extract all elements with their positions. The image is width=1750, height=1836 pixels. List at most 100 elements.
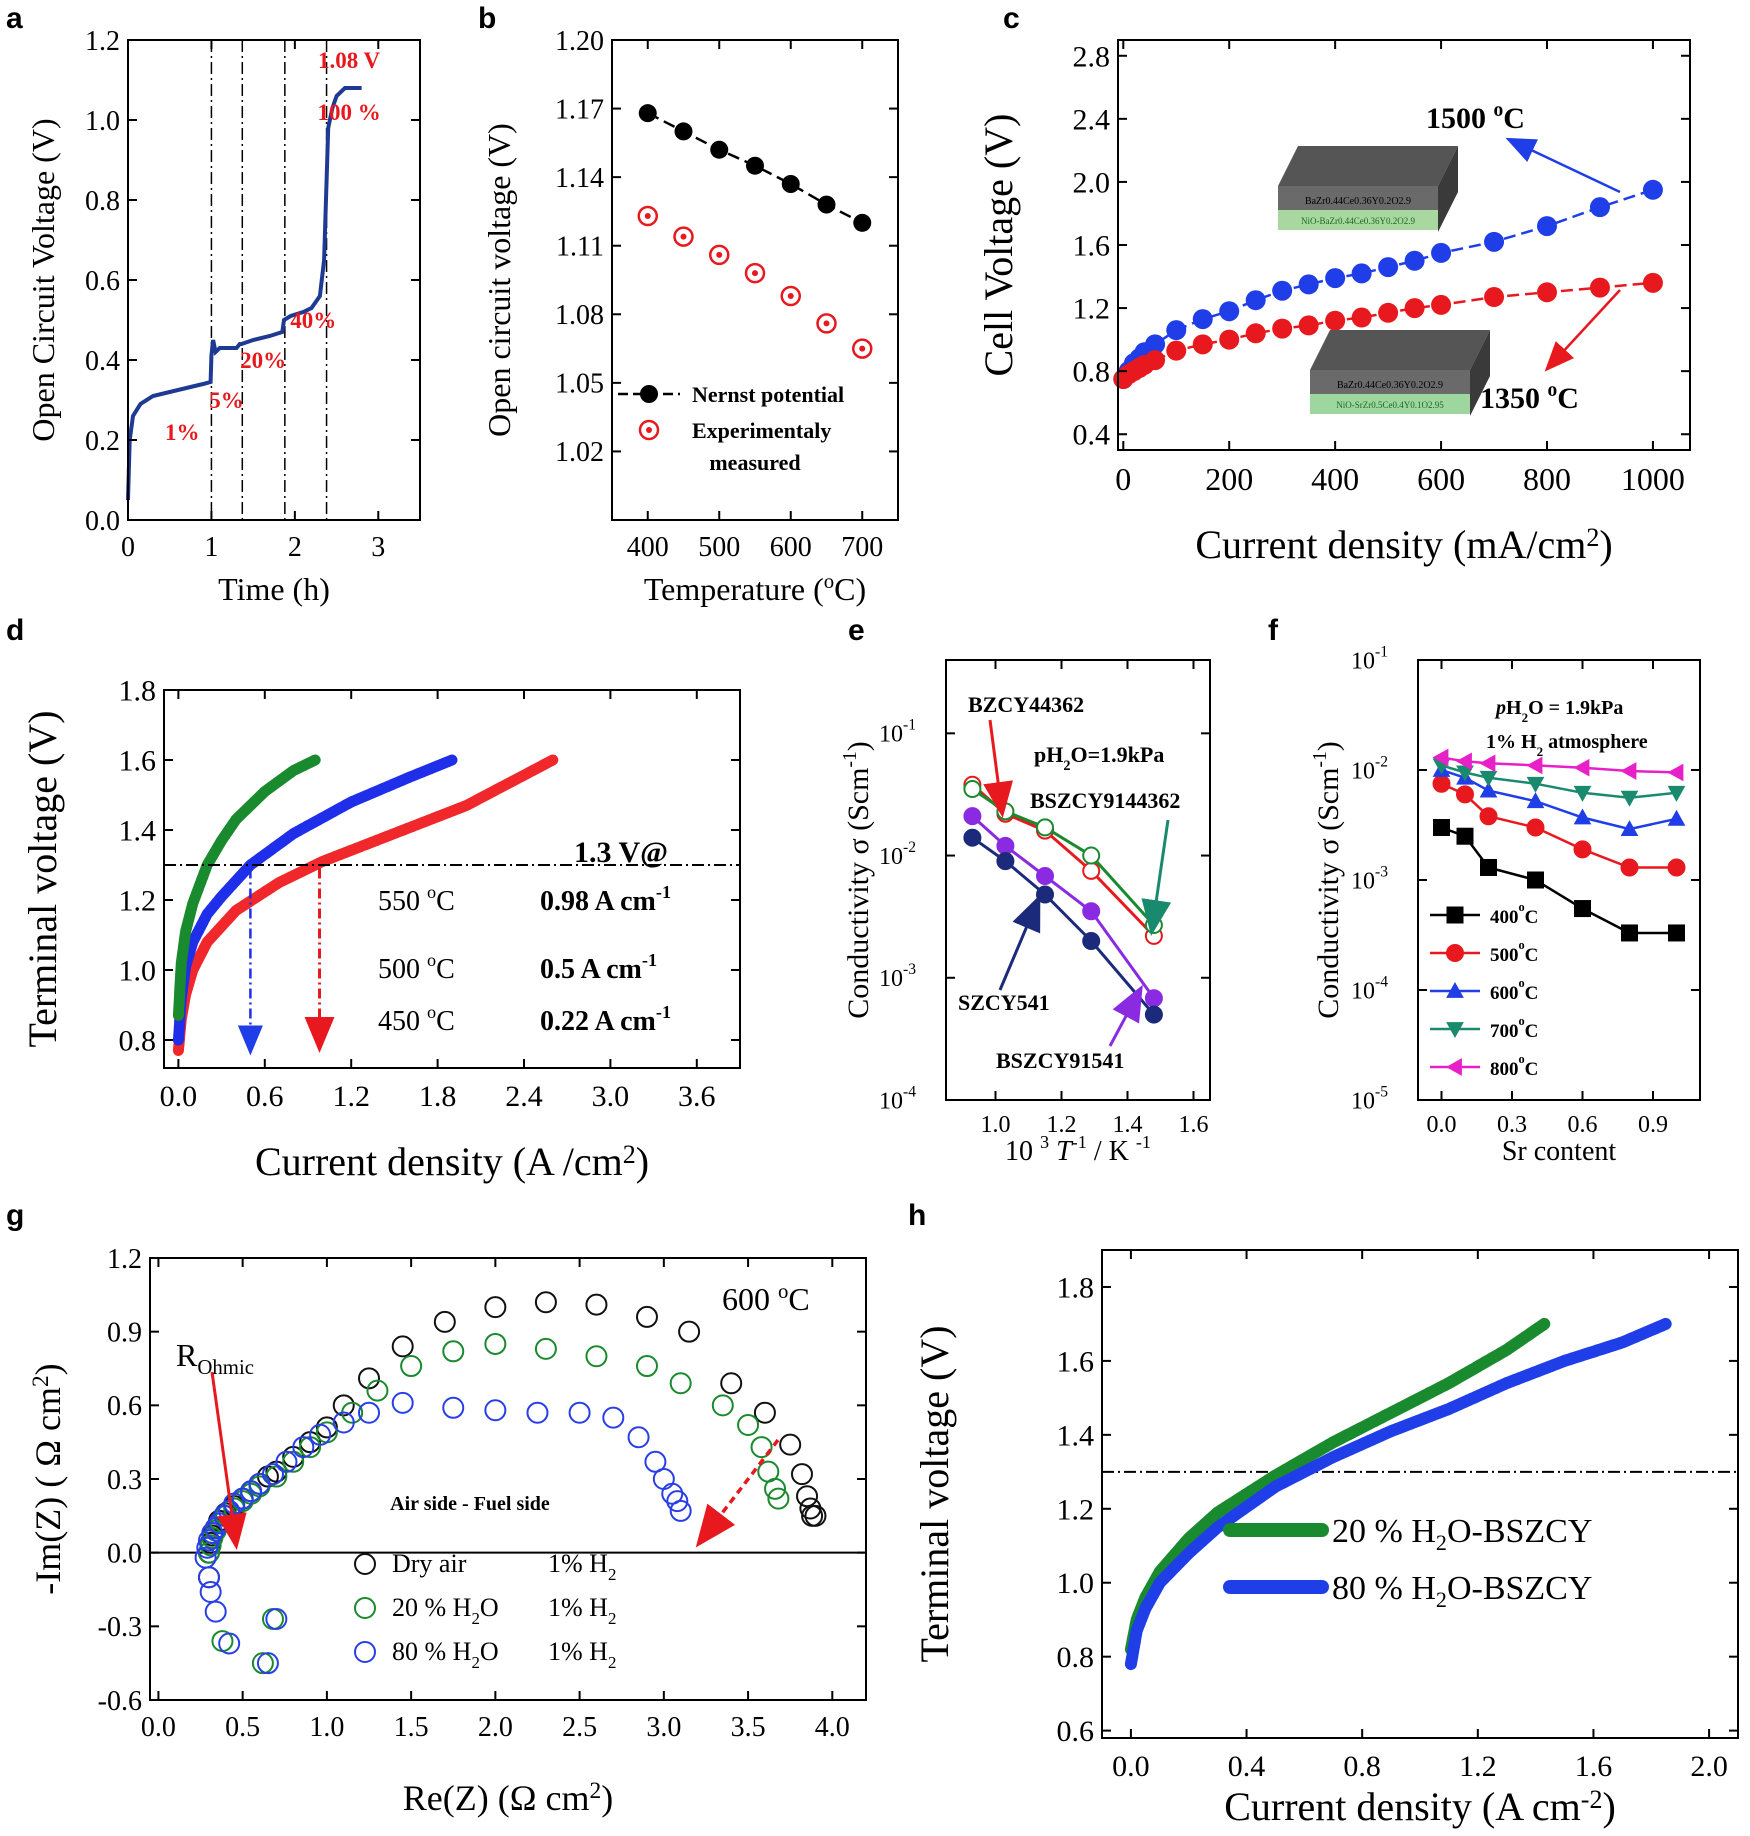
x-tick-label: 1.8 (419, 1080, 457, 1113)
legend-marker (354, 1553, 376, 1575)
measured-point-dot (823, 320, 830, 327)
annotation-1500: 1500 oC (1426, 100, 1525, 135)
annotation-1p3v: 1.3 V@ (574, 836, 668, 869)
x-tick-label: 4.0 (815, 1712, 850, 1743)
nernst-point (817, 195, 836, 214)
x-tick-label: 0.9 (1638, 1112, 1668, 1138)
data-point (1351, 263, 1372, 284)
impedance-point (644, 1450, 667, 1473)
x-axis-label: Current density (A cm-2) (1224, 1784, 1616, 1829)
impedance-point (484, 1296, 507, 1319)
data-point (1589, 277, 1610, 298)
x-tick-label: 0.0 (1112, 1750, 1150, 1783)
x-tick-label: 3 (371, 532, 385, 563)
cell-inset-electrolyte-layer (1310, 370, 1470, 394)
y-tick-label: 10-2 (879, 839, 916, 870)
data-point (1479, 754, 1496, 773)
series-line-0 (1441, 826, 1677, 935)
y-tick-label: 0.8 (1073, 356, 1111, 389)
measured-point-dot (752, 270, 758, 277)
impedance-point (218, 1632, 241, 1655)
rate-label-0: 0.98 A cm-1 (540, 882, 671, 917)
y-tick-label: 0.4 (85, 346, 120, 377)
impedance-point (720, 1372, 743, 1395)
data-point (1144, 1005, 1163, 1024)
y-tick-label: 1.0 (85, 106, 120, 137)
measured-point (673, 226, 694, 247)
label-bszcy91541: BSZCY91541 (996, 1048, 1124, 1073)
arrow-1500 (1505, 137, 1621, 194)
temp-label-1: 500 oC (378, 950, 455, 985)
annotation-label: 100 % (317, 100, 380, 125)
x-axis-label: Current density (A /cm2) (255, 1139, 649, 1184)
impedance-point (400, 1355, 423, 1378)
data-point (1219, 329, 1240, 350)
iv-curve-0 (172, 754, 559, 1056)
impedance-point (602, 1406, 625, 1429)
y-tick-label: 10-1 (1351, 643, 1388, 674)
x-axis-label: Re(Z) (Ω cm2) (403, 1778, 613, 1818)
legend-label: Dry air (392, 1549, 467, 1578)
y-tick-label: 0.4 (1073, 419, 1111, 452)
x-tick-label: 1.2 (1459, 1750, 1497, 1783)
temp-label-2: 450 oC (378, 1002, 455, 1037)
annotation-temperature: 600 oC (722, 1280, 810, 1317)
impedance-point (282, 1450, 305, 1473)
data-point (1573, 808, 1592, 825)
cell-inset-bottom-label: NiO-BaZr0.44Ce0.36Y0.2O2.9 (1301, 216, 1415, 226)
y-tick-label: 10-2 (1351, 753, 1388, 784)
cell-inset-anode-layer (1310, 394, 1470, 414)
y-tick-label: 1.2 (1057, 1493, 1095, 1526)
data-point (1484, 287, 1505, 308)
data-point (996, 836, 1015, 855)
data-point (1272, 280, 1293, 301)
legend-label: 400oC (1490, 900, 1538, 928)
y-tick-label: 1.4 (119, 815, 157, 848)
nernst-point (638, 104, 657, 123)
x-tick-label: 0.8 (1343, 1750, 1381, 1783)
data-point (1298, 274, 1319, 295)
y-tick-label: 10-3 (879, 961, 916, 992)
legend-label-measured: Experimentaly (692, 418, 831, 443)
impedance-point (199, 1580, 222, 1603)
annotation-rohmic: ROhmic (176, 1337, 254, 1379)
annotation-label: 20% (240, 348, 286, 373)
chart-panel-c: BaZr0.44Ce0.36Y0.2O2.9 NiO-BaZr0.44Ce0.36… (976, 39, 1691, 567)
cell-inset-top-label: BaZr0.44Ce0.36Y0.2O2.9 (1337, 380, 1443, 391)
data-point (1642, 179, 1663, 200)
data-point (1325, 310, 1346, 331)
cell-inset-top-face (1278, 146, 1458, 186)
impedance-point (753, 1401, 776, 1424)
y-axis-label: Cell Voltage (V) (976, 114, 1021, 377)
legend-label-nernst: Nernst potential (692, 382, 844, 407)
cell-inset-anode-layer (1278, 210, 1438, 230)
data-point (1245, 290, 1266, 311)
impedance-point (585, 1345, 608, 1368)
plot-frame (611, 39, 899, 521)
panel-label-b: b (478, 2, 496, 35)
impedance-point (779, 1433, 802, 1456)
impedance-point (568, 1401, 591, 1424)
measured-point (816, 313, 837, 334)
x-tick-label: 2.0 (1690, 1750, 1728, 1783)
legend-marker (354, 1641, 376, 1663)
data-point (996, 852, 1015, 871)
measured-point (852, 338, 873, 359)
x-tick-label: 1.4 (1113, 1112, 1143, 1138)
annotation-label: 1.08 V (318, 48, 381, 73)
impedance-point (442, 1340, 465, 1363)
y-tick-label: 0.9 (107, 1317, 142, 1348)
x-axis-label: Time (h) (218, 571, 330, 607)
impedance-point (767, 1487, 790, 1510)
x-tick-label: 400 (627, 532, 669, 563)
legend-fuel-label: 1% H2 (548, 1637, 616, 1672)
data-point (1245, 323, 1266, 344)
legend-fuel-label: 1% H2 (548, 1549, 616, 1584)
data-point (1272, 318, 1293, 339)
data-point (1574, 900, 1591, 918)
data-point (1082, 902, 1101, 921)
x-tick-label: 3.6 (678, 1080, 716, 1113)
annotation-label: 1% (165, 420, 200, 445)
measured-point (780, 285, 801, 307)
data-point (1351, 307, 1372, 328)
